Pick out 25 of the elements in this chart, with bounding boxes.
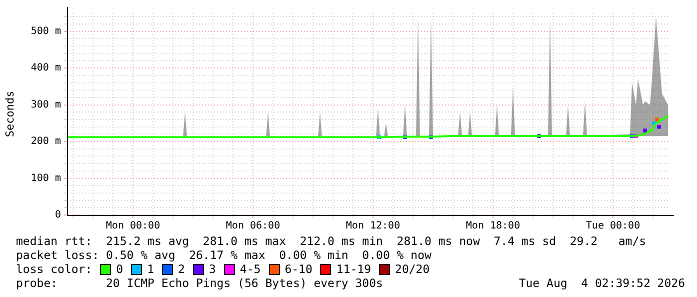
y-tick-label: 400 m xyxy=(30,62,61,74)
legend-label: 0 xyxy=(116,262,124,276)
y-tick-label: 100 m xyxy=(30,172,61,184)
legend-label: 3 xyxy=(208,262,216,276)
x-tick-label: Mon 12:00 xyxy=(346,220,400,232)
y-tick-label: 0 xyxy=(54,210,61,221)
legend-label: 4-5 xyxy=(240,262,261,276)
legend-label: 6-10 xyxy=(284,262,312,276)
legend-title: loss color: xyxy=(16,262,92,276)
text: probe: 20 ICMP Echo Pings (56 Bytes) every 300s xyxy=(16,276,383,290)
legend-label: 20/20 xyxy=(395,262,430,276)
x-tick-label: Mon 00:00 xyxy=(106,220,160,232)
text: median rtt: 215.2 ms avg 281.0 ms max 212.0 ms min 281.0 ms now 7.4 ms sd 29.2 am/s xyxy=(16,234,646,248)
legend-label: 2 xyxy=(178,262,185,276)
y-tick-label: 200 m xyxy=(30,136,61,148)
legend-label: 1 xyxy=(147,262,154,276)
x-tick-label: Mon 06:00 xyxy=(226,220,280,232)
x-tick-label: Tue 00:00 xyxy=(586,220,640,232)
text: Tue Aug 4 02:39:52 2026 xyxy=(518,276,685,290)
y-tick-label: 500 m xyxy=(30,26,61,37)
text: packet loss: 0.50 % avg 26.17 % max 0.00 % min 0.00 % now xyxy=(16,248,432,262)
x-tick-label: Mon 18:00 xyxy=(466,220,520,232)
y-axis-title: Seconds xyxy=(3,90,16,138)
y-tick-label: 300 m xyxy=(30,99,61,110)
legend-label: 11-19 xyxy=(336,262,372,276)
